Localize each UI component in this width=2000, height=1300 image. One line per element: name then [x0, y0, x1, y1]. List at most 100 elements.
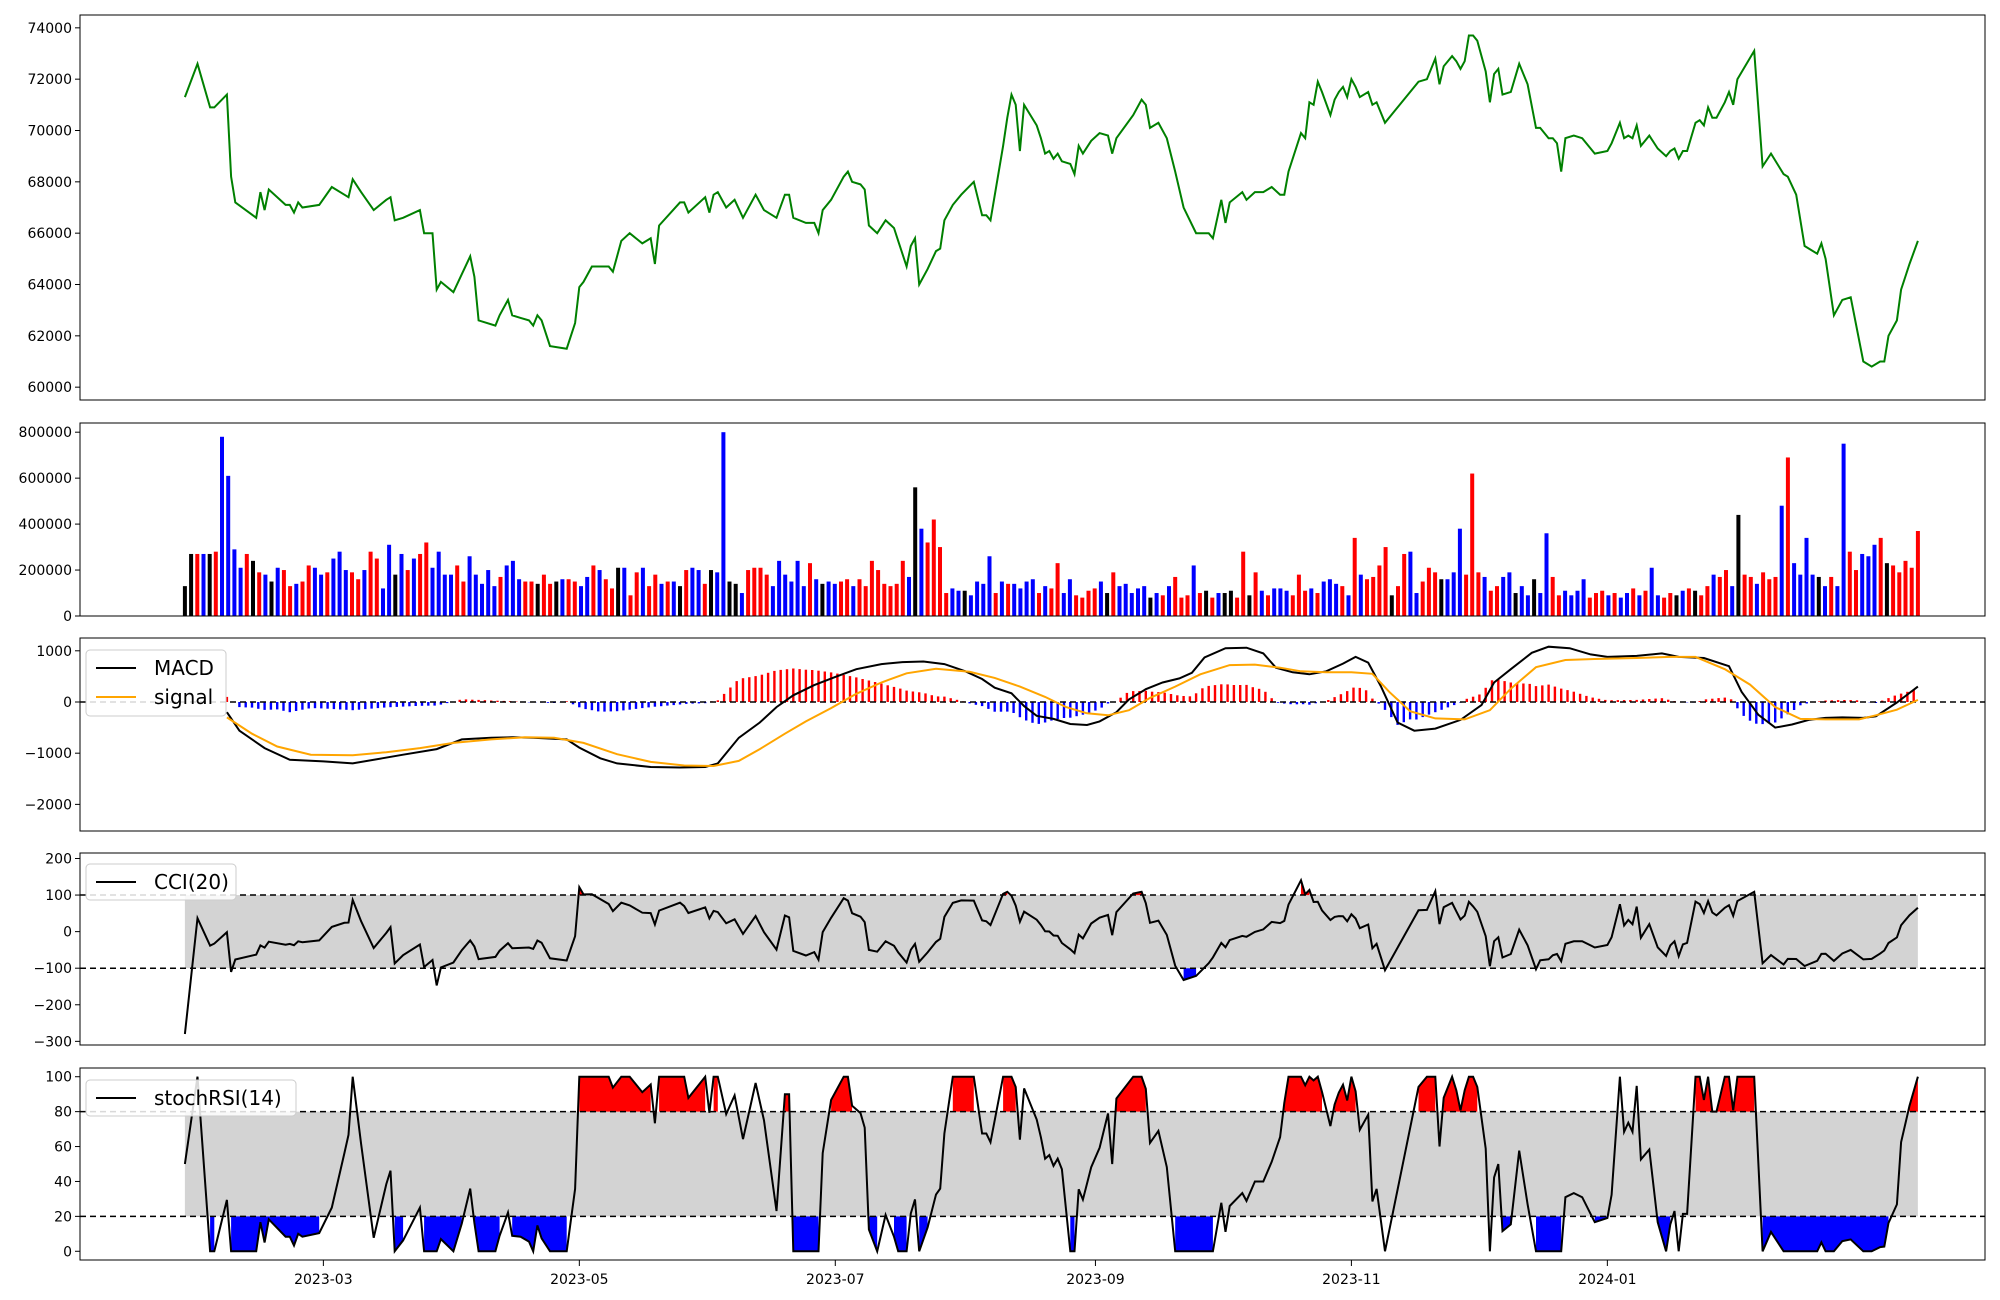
x-tick-label: 2023-07 — [806, 1272, 865, 1288]
volume-bar — [956, 590, 961, 616]
volume-bar — [1136, 588, 1140, 616]
macd-histogram-bar — [1736, 702, 1739, 709]
macd-histogram-bar — [615, 702, 619, 712]
overbought-fill — [1003, 1076, 1016, 1112]
oversold-fill — [793, 1216, 819, 1252]
volume-bar — [548, 583, 553, 616]
volume-bar — [1854, 570, 1858, 616]
volume-bar — [1346, 595, 1351, 616]
macd-histogram-bar — [1415, 702, 1418, 720]
macd-histogram-bar — [1446, 702, 1450, 708]
volume-bar — [1433, 572, 1438, 616]
legend-label-signal: signal — [154, 685, 213, 709]
macd-histogram-bar — [980, 702, 984, 707]
volume-bar — [1513, 593, 1518, 616]
volume-bar — [1680, 590, 1685, 616]
volume-bar — [1049, 588, 1054, 616]
volume-bar — [1717, 576, 1722, 616]
macd-histogram-bar — [584, 702, 587, 710]
volume-bar — [1451, 572, 1456, 616]
volume-bar — [727, 581, 732, 616]
volume-bar — [1204, 590, 1209, 616]
macd-histogram-bar — [1906, 691, 1909, 702]
volume-bar — [455, 565, 460, 616]
volume-bar — [721, 432, 726, 616]
volume-bar — [1538, 593, 1543, 616]
volume-bar — [1488, 590, 1493, 616]
macd-histogram-bar — [836, 673, 839, 702]
volume-bar — [1377, 565, 1382, 616]
y-tick-label: 64000 — [27, 278, 72, 294]
volume-bar — [1649, 567, 1654, 616]
volume-bar — [1792, 563, 1797, 616]
volume-bar — [393, 574, 398, 616]
volume-bar — [579, 586, 583, 616]
volume-bar — [1767, 579, 1772, 616]
volume-bar — [733, 583, 738, 616]
volume-bar — [1303, 590, 1308, 616]
volume-bar — [226, 475, 231, 616]
macd-histogram-bar — [716, 700, 719, 702]
macd-histogram-bar — [414, 702, 417, 706]
macd-histogram-bar — [244, 702, 247, 708]
volume-bar — [368, 551, 373, 616]
volume-bar — [1495, 586, 1499, 616]
y-tick-label: 60 — [54, 1140, 72, 1156]
macd-histogram-bar — [1560, 688, 1563, 702]
volume-bar — [634, 572, 639, 616]
volume-bar — [1748, 576, 1753, 616]
volume-bar — [1327, 579, 1332, 616]
volume-bar — [795, 560, 800, 616]
volume-bar — [764, 574, 769, 616]
macd-histogram-bar — [364, 702, 367, 710]
volume-bar — [1191, 565, 1196, 616]
macd-histogram-bar — [420, 702, 424, 706]
macd-histogram-bar — [1043, 702, 1047, 723]
macd-histogram-bar — [936, 696, 940, 702]
price-line — [183, 34, 1919, 368]
volume-bar — [207, 553, 212, 616]
macd-histogram-bar — [433, 702, 436, 706]
macd-histogram-bar — [886, 685, 889, 702]
volume-bar — [1061, 593, 1066, 616]
oversold-fill — [231, 1216, 320, 1252]
macd-histogram-bar — [1232, 685, 1236, 702]
volume-bar — [665, 581, 670, 616]
macd-histogram-bar — [471, 699, 474, 702]
volume-bar — [702, 583, 707, 616]
macd-histogram-bar — [1308, 702, 1311, 705]
macd-histogram-bar — [1087, 702, 1091, 713]
volume-bar — [1340, 586, 1345, 616]
volume-bar — [975, 581, 980, 616]
volume-bar — [541, 574, 546, 616]
threshold-band — [184, 1111, 1918, 1217]
y-tick-label: −1000 — [25, 746, 72, 762]
volume-bar — [1420, 581, 1425, 616]
y-tick-label: 68000 — [27, 175, 72, 191]
macd-histogram-bar — [1792, 702, 1796, 710]
macd-histogram-bar — [578, 702, 581, 708]
panel-cci: −300 −200 −100 0 100 200 — [34, 851, 1986, 1050]
volume-bar — [1872, 544, 1877, 616]
volume-bar — [882, 583, 887, 616]
volume-bar — [1173, 576, 1178, 616]
macd-histogram-bar — [458, 699, 461, 702]
volume-bar — [981, 583, 986, 616]
macd-histogram-bar — [666, 702, 669, 706]
volume-bar — [1662, 597, 1667, 616]
oversold-fill — [474, 1216, 500, 1252]
x-tick-label: 2024-01 — [1578, 1272, 1637, 1288]
panel-volume: 0 200000 400000 600000 800000 — [19, 422, 1986, 625]
overbought-fill — [579, 1076, 651, 1112]
volume-bar — [869, 560, 874, 616]
volume-bar — [999, 581, 1004, 616]
panel-frame — [79, 637, 1986, 832]
volume-bar — [1111, 572, 1116, 616]
volume-bar — [251, 560, 255, 616]
volume-bar — [1358, 574, 1363, 616]
macd-histogram-bar — [332, 702, 336, 710]
macd-histogram-bar — [729, 687, 732, 702]
macd-histogram-bar — [1855, 700, 1859, 702]
volume-bar — [696, 570, 701, 616]
macd-histogram-bar — [1635, 699, 1638, 702]
